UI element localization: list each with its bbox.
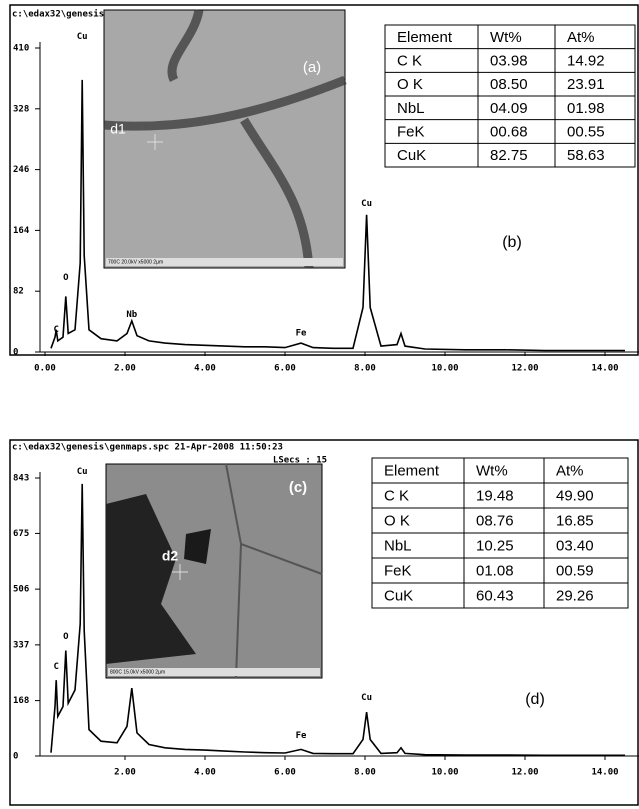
table-cell: 00.55: [567, 123, 605, 140]
x-tick-label: 6.00: [274, 364, 296, 374]
table-cell: 08.50: [490, 76, 528, 93]
peak-label: C: [53, 325, 58, 335]
table-cell: 29.26: [556, 587, 594, 604]
caption-bar: [108, 668, 320, 676]
table-cell: 08.76: [476, 512, 514, 529]
grain-boundary: [225, 463, 323, 679]
spectrum-line: [50, 483, 625, 757]
y-tick-label: 82: [13, 287, 24, 297]
y-tick-label: 164: [13, 226, 30, 236]
table-cell: NbL: [397, 100, 425, 117]
x-tick-label: 6.00: [274, 768, 296, 778]
table-cell: At%: [567, 29, 595, 46]
table-cell: FeK: [384, 562, 412, 579]
x-tick-label: 10.00: [431, 768, 458, 778]
y-tick-label: 0: [13, 348, 18, 358]
y-tick-label: 843: [13, 474, 29, 484]
y-tick-label: 0: [13, 752, 18, 762]
table-cell: Wt%: [490, 29, 522, 46]
x-tick-label: 2.00: [114, 768, 136, 778]
point-label: d1: [110, 121, 126, 137]
y-tick-label: 337: [13, 640, 29, 650]
peak-label: C: [53, 662, 58, 672]
table-cell: Wt%: [476, 462, 508, 479]
table-cell: Element: [397, 29, 453, 46]
header: c:\edax32\genesis\genmaps.spc 21-Apr-200…: [12, 442, 283, 453]
table-cell: 10.25: [476, 537, 514, 554]
peak-label: Fe: [296, 329, 307, 339]
x-tick-label: 12.00: [511, 364, 538, 374]
table-cell: CuK: [384, 587, 413, 604]
table-cell: NbL: [384, 537, 412, 554]
table-cell: O K: [397, 76, 423, 93]
x-tick-label: 4.00: [194, 768, 216, 778]
table-cell: 58.63: [567, 147, 605, 164]
x-tick-label: 2.00: [114, 364, 136, 374]
y-tick-label: 506: [13, 585, 29, 595]
table-cell: At%: [556, 462, 584, 479]
peak-label: Nb: [126, 310, 137, 320]
peak-label: O: [63, 273, 69, 283]
table-cell: 16.85: [556, 512, 594, 529]
x-tick-label: 14.00: [591, 364, 618, 374]
panel-frame: [9, 4, 639, 356]
table-cell: C K: [397, 52, 422, 69]
x-tick-label: 8.00: [354, 768, 376, 778]
table-cell: FeK: [397, 123, 425, 140]
inset-caption: 700C 20.0kV x5000 2µm: [108, 259, 163, 265]
x-tick-label: 0.00: [34, 364, 56, 374]
table-cell: CuK: [397, 147, 426, 164]
table-cell: Element: [384, 462, 440, 479]
inset-label: (a): [303, 59, 321, 76]
table-cell: 82.75: [490, 147, 528, 164]
table-cell: 60.43: [476, 587, 514, 604]
grain-boundary: [103, 8, 347, 269]
table-cell: 14.92: [567, 52, 605, 69]
table-cell: 23.91: [567, 76, 605, 93]
table-cell: O K: [384, 512, 410, 529]
table-cell: C K: [384, 487, 409, 504]
panel-label: (b): [502, 234, 522, 251]
panel-frame: [9, 439, 639, 806]
table-cell: 01.08: [476, 562, 514, 579]
live-seconds: LSecs : 15: [273, 456, 327, 466]
peak-label: O: [63, 632, 69, 642]
table-cell: 04.09: [490, 100, 528, 117]
dark-pore: [184, 529, 211, 564]
panel-label: (d): [525, 691, 545, 708]
x-tick-label: 4.00: [194, 364, 216, 374]
peak-label: Cu: [77, 32, 88, 42]
inset-label: (c): [289, 479, 307, 496]
peak-label: Cu: [361, 199, 372, 209]
peak-label: Cu: [361, 693, 372, 703]
y-tick-label: 168: [13, 696, 29, 706]
peak-label: Fe: [296, 731, 307, 741]
y-tick-label: 410: [13, 44, 29, 54]
table-cell: 19.48: [476, 487, 514, 504]
dark-grain: [106, 494, 196, 664]
y-tick-label: 246: [13, 165, 29, 175]
point-label: d2: [162, 548, 179, 564]
y-tick-label: 328: [13, 104, 29, 114]
x-tick-label: 8.00: [354, 364, 376, 374]
spectrum-line: [50, 79, 625, 352]
x-tick-label: 10.00: [431, 364, 458, 374]
inset-caption: 800C 15.0kV x5000 2µm: [110, 669, 165, 675]
micrograph: [103, 9, 346, 269]
table-cell: 01.98: [567, 100, 605, 117]
y-tick-label: 675: [13, 529, 29, 539]
table-cell: 00.68: [490, 123, 528, 140]
caption-bar: [106, 258, 343, 266]
table-cell: 49.90: [556, 487, 594, 504]
table-cell: 03.98: [490, 52, 528, 69]
x-tick-label: 14.00: [591, 768, 618, 778]
table-cell: 00.59: [556, 562, 594, 579]
peak-label: Cu: [77, 467, 88, 477]
x-tick-label: 12.00: [511, 768, 538, 778]
table-cell: 03.40: [556, 537, 594, 554]
